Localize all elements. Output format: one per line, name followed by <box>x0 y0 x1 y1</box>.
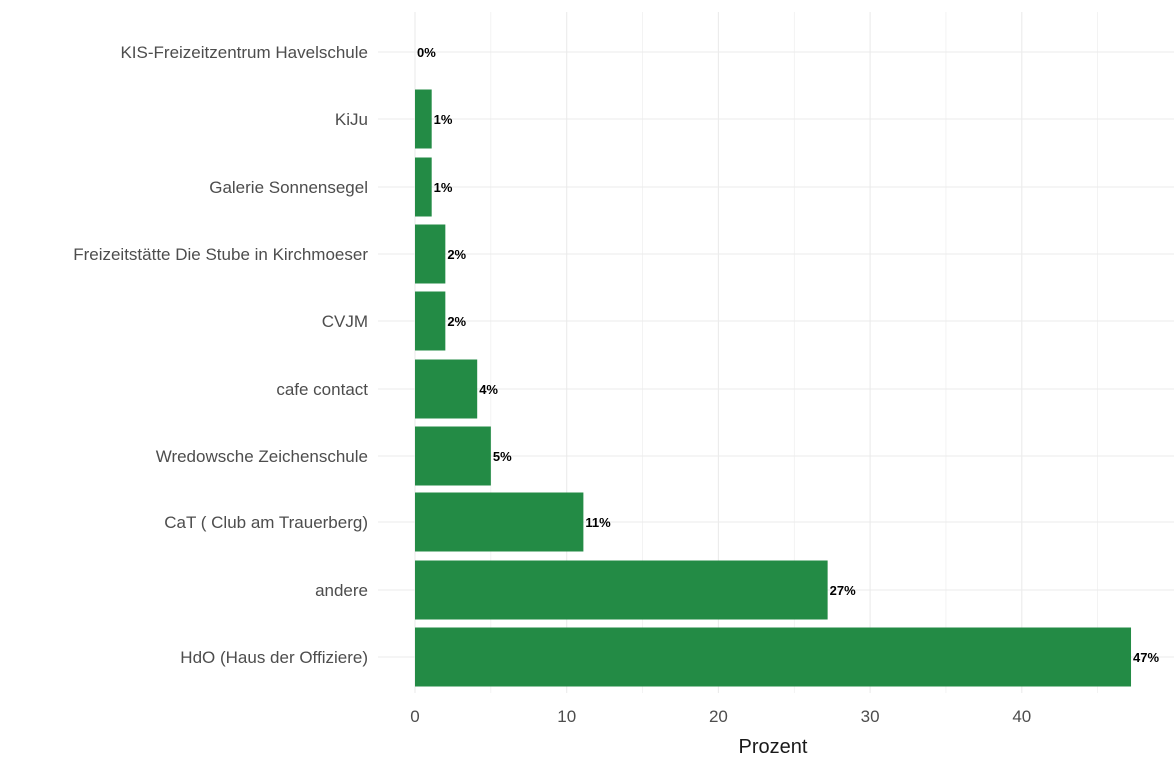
category-label: andere <box>315 581 368 600</box>
data-label: 47% <box>1133 650 1159 665</box>
x-tick-label: 10 <box>557 707 576 726</box>
bar <box>415 560 828 620</box>
x-tick-label: 40 <box>1012 707 1031 726</box>
x-tick-label: 30 <box>861 707 880 726</box>
category-label: Galerie Sonnensegel <box>209 178 368 197</box>
bar <box>415 89 432 149</box>
category-labels: HdO (Haus der Offiziere) andere CaT ( Club… <box>73 43 368 667</box>
bar <box>415 627 1132 687</box>
category-label: HdO (Haus der Offiziere) <box>180 648 368 667</box>
bar <box>415 426 491 486</box>
bar <box>415 492 584 552</box>
x-tick-label: 20 <box>709 707 728 726</box>
data-label: 2% <box>447 314 466 329</box>
category-label: cafe contact <box>276 380 368 399</box>
category-label: KiJu <box>335 110 368 129</box>
data-label: 2% <box>447 247 466 262</box>
category-label: CVJM <box>322 312 368 331</box>
data-label: 0% <box>417 45 436 60</box>
x-tick-labels: 0 10 20 30 40 <box>410 707 1031 726</box>
category-label: Wredowsche Zeichenschule <box>156 447 368 466</box>
x-tick-label: 0 <box>410 707 419 726</box>
bars <box>415 89 1132 687</box>
data-label: 5% <box>493 449 512 464</box>
bar <box>415 359 478 419</box>
data-label: 1% <box>434 112 453 127</box>
data-label: 27% <box>830 583 856 598</box>
bar <box>415 157 432 217</box>
bar <box>415 224 446 284</box>
value-labels: 47% 27% 11% 5% 4% 2% 2% 1% 1% 0% <box>417 45 1159 665</box>
data-label: 11% <box>585 515 611 530</box>
x-axis-title: Prozent <box>739 736 808 758</box>
bar <box>415 291 446 351</box>
data-label: 1% <box>434 180 453 195</box>
category-label: CaT ( Club am Trauerberg) <box>164 513 368 532</box>
data-label: 4% <box>479 382 498 397</box>
category-label: Freizeitstätte Die Stube in Kirchmoeser <box>73 245 368 264</box>
category-label: KIS-Freizeitzentrum Havelschule <box>120 43 368 62</box>
